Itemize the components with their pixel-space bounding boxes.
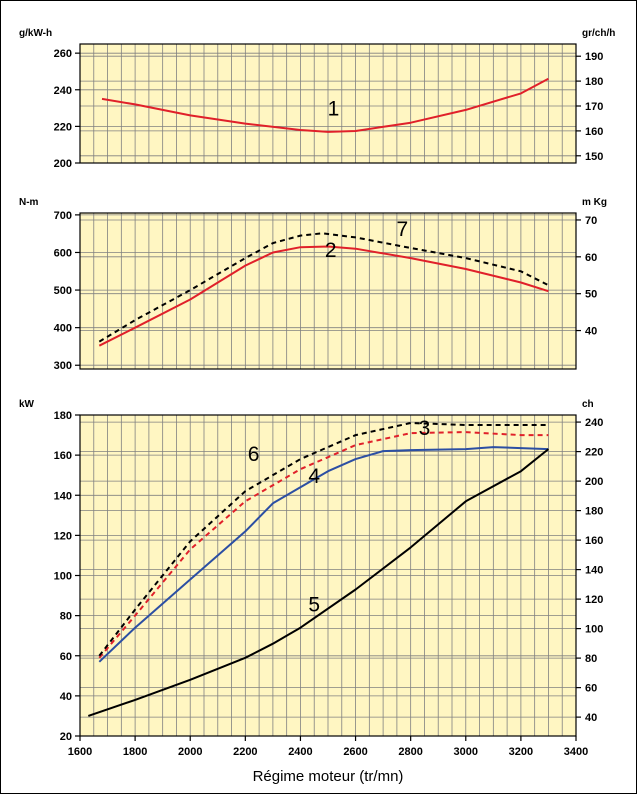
x-tick-label: 3000 (454, 746, 478, 758)
y-left-tick-label: 260 (54, 48, 72, 60)
y-right-tick-label: 80 (585, 653, 597, 665)
y-left-tick-label: 600 (54, 247, 72, 259)
series-label-6: 6 (248, 443, 260, 466)
y-right-tick-label: 60 (585, 683, 597, 695)
series-label-3: 3 (419, 417, 431, 440)
y-left-tick-label: 80 (60, 611, 72, 623)
y-right-tick-label: 120 (585, 594, 603, 606)
y-right-tick-label: 100 (585, 624, 603, 636)
y-left-tick-label: 140 (54, 490, 72, 502)
x-tick-label: 2800 (398, 746, 422, 758)
y-right-tick-label: 180 (585, 506, 603, 518)
series-label-5: 5 (308, 594, 320, 617)
series-label-4: 4 (308, 465, 320, 488)
series-label-7: 7 (397, 218, 409, 241)
y-left-tick-label: 60 (60, 651, 72, 663)
y-left-tick-label: 400 (54, 323, 72, 335)
y-right-tick-label: 170 (585, 101, 603, 113)
y-left-tick-label: 120 (54, 530, 72, 542)
plot-border (79, 212, 577, 370)
y-right-tick-label: 140 (585, 565, 603, 577)
y-left-tick-label: 500 (54, 285, 72, 297)
y-left-tick-label: 180 (54, 410, 72, 422)
y-right-unit-label: gr/ch/h (582, 28, 615, 39)
y-left-tick-label: 240 (54, 85, 72, 97)
y-right-tick-label: 220 (585, 447, 603, 459)
series-line-1 (101, 77, 549, 133)
y-left-unit-label: N-m (19, 197, 39, 208)
series-line-5 (87, 448, 550, 717)
y-right-tick-label: 160 (585, 126, 603, 138)
y-left-tick-label: 160 (54, 450, 72, 462)
series-line-4 (98, 446, 549, 663)
series-line-6 (98, 422, 549, 657)
x-tick-label: 1800 (123, 746, 147, 758)
y-left-tick-label: 220 (54, 121, 72, 133)
series-line-3 (98, 431, 549, 659)
y-left-tick-label: 40 (60, 691, 72, 703)
series-label-2: 2 (325, 239, 337, 262)
y-left-unit-label: g/kW-h (19, 28, 52, 39)
x-tick-label: 2000 (178, 746, 202, 758)
y-right-unit-label: ch (582, 399, 594, 410)
y-right-tick-label: 60 (585, 252, 597, 264)
series-label-1: 1 (328, 97, 340, 120)
y-left-tick-label: 300 (54, 360, 72, 372)
x-axis-title: Régime moteur (tr/mn) (253, 768, 404, 785)
y-right-tick-label: 70 (585, 215, 597, 227)
y-right-tick-label: 240 (585, 417, 603, 429)
y-right-tick-label: 50 (585, 289, 597, 301)
y-left-unit-label: kW (19, 399, 35, 410)
y-right-tick-label: 200 (585, 476, 603, 488)
y-left-tick-label: 20 (60, 731, 72, 743)
y-left-tick-label: 200 (54, 158, 72, 170)
x-tick-label: 1600 (68, 746, 92, 758)
x-tick-label: 2400 (288, 746, 312, 758)
y-right-tick-label: 190 (585, 51, 603, 63)
y-left-tick-label: 100 (54, 571, 72, 583)
y-right-tick-label: 180 (585, 76, 603, 88)
plot-border (79, 43, 577, 164)
x-tick-label: 2600 (343, 746, 367, 758)
series-line-2 (98, 245, 549, 347)
x-tick-label: 3400 (564, 746, 588, 758)
y-right-tick-label: 40 (585, 712, 597, 724)
y-right-unit-label: m Kg (582, 197, 607, 208)
y-right-tick-label: 150 (585, 151, 603, 163)
x-tick-label: 3200 (509, 746, 533, 758)
y-right-tick-label: 40 (585, 326, 597, 338)
y-left-tick-label: 700 (54, 210, 72, 222)
y-right-tick-label: 160 (585, 535, 603, 547)
series-line-7 (98, 232, 549, 343)
x-tick-label: 2200 (233, 746, 257, 758)
